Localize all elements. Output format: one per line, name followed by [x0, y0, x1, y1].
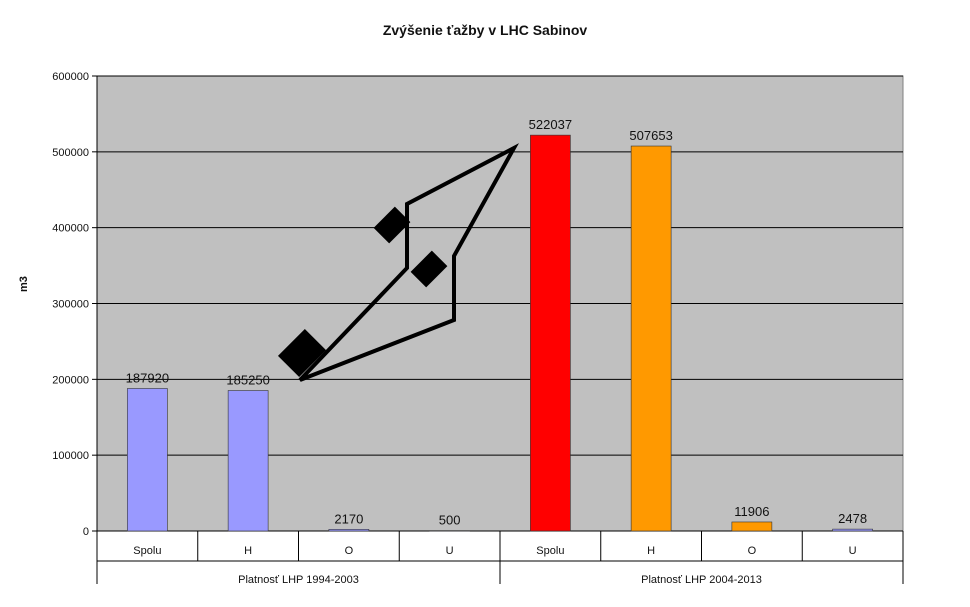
data-label: 522037 [529, 117, 572, 132]
y-tick-label: 600000 [52, 71, 89, 83]
x-group-label: Platnosť LHP 2004-2013 [641, 574, 762, 586]
data-label: 187920 [126, 370, 169, 385]
bar [127, 388, 168, 532]
arrow-block [410, 250, 448, 288]
y-tick-label: 100000 [52, 450, 89, 462]
x-tick-label: U [849, 545, 857, 557]
data-label: 2478 [838, 511, 867, 526]
y-tick-label: 200000 [52, 374, 89, 386]
y-tick-label: 400000 [52, 223, 89, 235]
y-tick-label: 300000 [52, 299, 89, 311]
bar [530, 134, 571, 532]
x-tick-label: Spolu [133, 545, 161, 557]
bar [429, 530, 470, 532]
bar [731, 521, 773, 532]
x-group-label: Platnosť LHP 1994-2003 [238, 574, 359, 586]
arrow-block [277, 328, 327, 378]
data-label: 500 [439, 513, 461, 528]
y-tick-label: 500000 [52, 147, 89, 159]
x-tick-label: H [647, 545, 655, 557]
x-tick-label: O [345, 545, 354, 557]
bar [227, 390, 269, 532]
x-tick-label: H [244, 545, 252, 557]
chart-title: Zvýšenie ťažby v LHC Sabinov [382, 22, 588, 38]
data-label: 507653 [629, 128, 672, 143]
bar [328, 529, 370, 532]
data-label: 185250 [226, 373, 269, 388]
x-tick-label: O [748, 545, 757, 557]
bar [832, 528, 873, 532]
data-label: 2170 [334, 511, 363, 526]
annotation-arrow [298, 143, 519, 382]
y-tick-label: 0 [83, 526, 89, 538]
x-tick-label: Spolu [536, 545, 564, 557]
data-label: 11906 [734, 504, 769, 519]
bar [630, 145, 672, 532]
arrow-block [373, 206, 411, 244]
x-tick-label: U [446, 545, 454, 557]
